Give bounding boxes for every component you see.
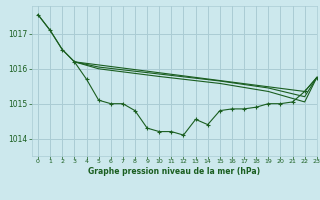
X-axis label: Graphe pression niveau de la mer (hPa): Graphe pression niveau de la mer (hPa) — [88, 167, 260, 176]
